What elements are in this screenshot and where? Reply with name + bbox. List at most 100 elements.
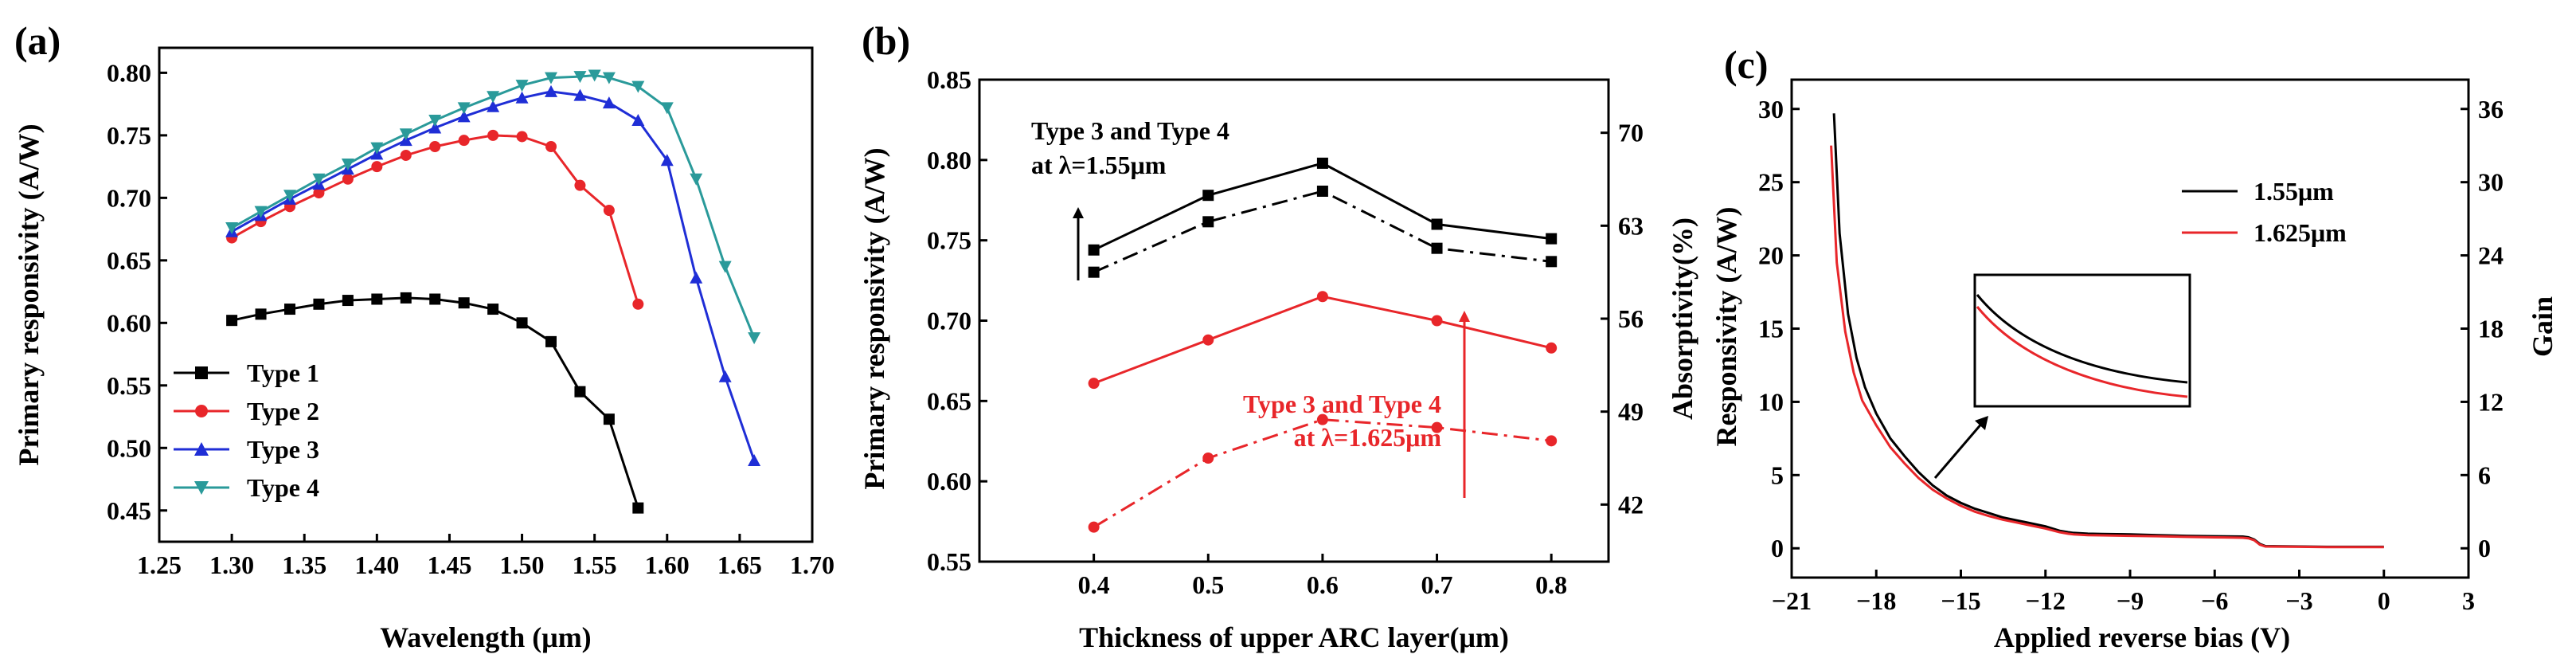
panel-b-y2label: Absorptivity(%)	[1667, 217, 1698, 420]
panel-c-inset-curve-1	[1976, 294, 2188, 384]
panel-a-legend: Type 1 Type 2 Type 3 Type 4	[174, 359, 319, 502]
panel-a-xtick-label: 1.30	[209, 550, 254, 579]
panel-b-xtick-label: 0.8	[1535, 570, 1567, 599]
panel-a-point	[458, 135, 470, 147]
panel-a-point	[603, 413, 615, 425]
panel-a: (a) 1.25 1.30 1.35 1.40 1.45 1.50 1.55 1.60 1.65…	[13, 18, 835, 653]
panel-a-point	[487, 91, 500, 104]
panel-a-point	[516, 317, 528, 329]
panel-a-point	[632, 298, 644, 310]
panel-a-point	[748, 453, 761, 466]
panel-c-y2-tick-label: 36	[2478, 95, 2504, 123]
panel-a-y-tick-label: 0.75	[107, 121, 151, 150]
panel-a-point	[312, 173, 326, 186]
panel-a-point	[428, 115, 442, 127]
panel-b-arrowhead-2	[1459, 311, 1470, 322]
panel-b-xtick-label: 0.4	[1078, 570, 1110, 599]
panel-a-point	[588, 69, 601, 82]
panel-a-plot-frame	[158, 46, 814, 543]
panel-a-point	[631, 80, 645, 93]
panel-c-y2label: Gain	[2527, 296, 2558, 357]
panel-c-ylabel: Responsivity (A/W)	[1710, 206, 1742, 446]
panel-a-point	[545, 335, 557, 347]
panel-a-y-tick-label: 0.70	[107, 183, 151, 212]
panel-a-point	[342, 295, 354, 307]
panel-b-series-1	[1088, 157, 1558, 256]
panel-b-point	[1202, 216, 1214, 228]
panel-c-y2-tick-label: 12	[2478, 387, 2504, 416]
panel-a-y-tick-label: 0.55	[107, 371, 151, 400]
panel-a-point	[429, 293, 441, 305]
panel-c-y2-tick-label: 0	[2478, 534, 2491, 562]
panel-a-point	[342, 173, 354, 185]
panel-a-legend-label: Type 2	[247, 397, 319, 425]
panel-a-legend-label: Type 4	[247, 473, 319, 502]
panel-a-point	[254, 206, 268, 218]
panel-a-y-tick-label: 0.65	[107, 246, 151, 275]
panel-c-xlabel: Applied reverse bias (V)	[1994, 621, 2290, 653]
panel-a-point	[631, 114, 645, 127]
panel-b-annotations: Type 3 and Type 4 at λ=1.55μm Type 3 and T…	[1031, 116, 1470, 498]
panel-b-y2-tick-label: 70	[1618, 119, 1644, 147]
panel-a-point	[370, 142, 384, 155]
panel-a-point	[487, 129, 499, 141]
panel-a-point	[602, 72, 616, 84]
panel-c-xtick-label: −9	[2117, 586, 2144, 615]
panel-b-y-tick-label: 0.85	[927, 65, 971, 94]
panel-b-xtick-label: 0.6	[1307, 570, 1339, 599]
panel-b-series-3	[1088, 291, 1558, 390]
panel-a-series-2	[226, 129, 644, 310]
panel-a-point	[226, 315, 238, 327]
panel-a-point	[574, 179, 586, 191]
panel-b-ticks: 0.4 0.5 0.6 0.7 0.8 0.55 0.60 0.65 0.70 0.75 0.80 0…	[927, 65, 1644, 599]
panel-a-series	[225, 69, 761, 514]
panel-a-y-tick-label: 0.60	[107, 308, 151, 337]
panel-a-point	[660, 154, 674, 167]
panel-b-y-tick-label: 0.80	[927, 146, 971, 174]
panel-a-y-tick-label: 0.80	[107, 58, 151, 87]
panel-a-ticks: 1.25 1.30 1.35 1.40 1.45 1.50 1.55 1.60 1.65 1.70…	[107, 58, 835, 579]
panel-a-legend-label: Type 3	[247, 435, 319, 464]
panel-b-point	[1316, 157, 1328, 169]
panel-a-xtick-label: 1.65	[717, 550, 762, 579]
panel-a-point	[400, 292, 412, 304]
panel-a-point	[255, 308, 267, 320]
panel-b-point	[1431, 242, 1443, 254]
panel-b: (b) 0.4 0.5 0.6 0.7 0.80.550.600.650.700.750…	[858, 18, 1698, 653]
panel-a-legend-label: Type 1	[247, 359, 319, 387]
panel-a-point	[284, 304, 295, 315]
panel-b-y-tick-label: 0.65	[927, 386, 971, 415]
panel-b-point	[1546, 342, 1558, 354]
panel-c-inset	[1933, 273, 2191, 479]
panel-c-y-tick-label: 30	[1758, 95, 1784, 123]
panel-b-series-line	[1093, 190, 1552, 274]
panel-b-point	[1546, 233, 1558, 245]
panel-b-point	[1431, 421, 1443, 433]
panel-a-xtick-label: 1.70	[790, 550, 835, 579]
panel-c-xtick-label: 3	[2462, 586, 2475, 615]
panel-b-point	[1088, 521, 1100, 533]
panel-a-point	[573, 71, 587, 84]
panel-a-point	[429, 141, 441, 152]
panel-b-series-line	[1093, 295, 1552, 385]
panel-c-ticks: −21 −18 −15 −12 −9 −6 −3 0 305101520253006121824…	[1758, 95, 2504, 615]
panel-c-xtick-label: 0	[2378, 586, 2390, 615]
panel-c-inset-arrowhead	[1975, 416, 1988, 430]
panel-a-point	[313, 298, 325, 310]
panel-a-point	[341, 158, 354, 170]
panel-a-point	[545, 141, 557, 152]
panel-a-point	[545, 84, 557, 97]
panel-a-series-4	[225, 69, 761, 345]
panel-b-point	[1546, 435, 1558, 447]
panel-c-xtick-label: −12	[2026, 586, 2066, 615]
panel-c-y-tick-label: 10	[1758, 387, 1784, 416]
panel-a-series-line	[231, 74, 756, 339]
panel-a-legend-marker	[195, 366, 208, 379]
panel-b-y-tick-label: 0.75	[927, 226, 971, 255]
panel-b-point	[1431, 218, 1443, 230]
panel-b-point	[1202, 190, 1214, 202]
panel-b-ylabel: Primary responsivity (A/W)	[858, 147, 890, 489]
panel-c-xtick-label: −15	[1941, 586, 1980, 615]
panel-c-inset-curve-2	[1976, 306, 2188, 398]
